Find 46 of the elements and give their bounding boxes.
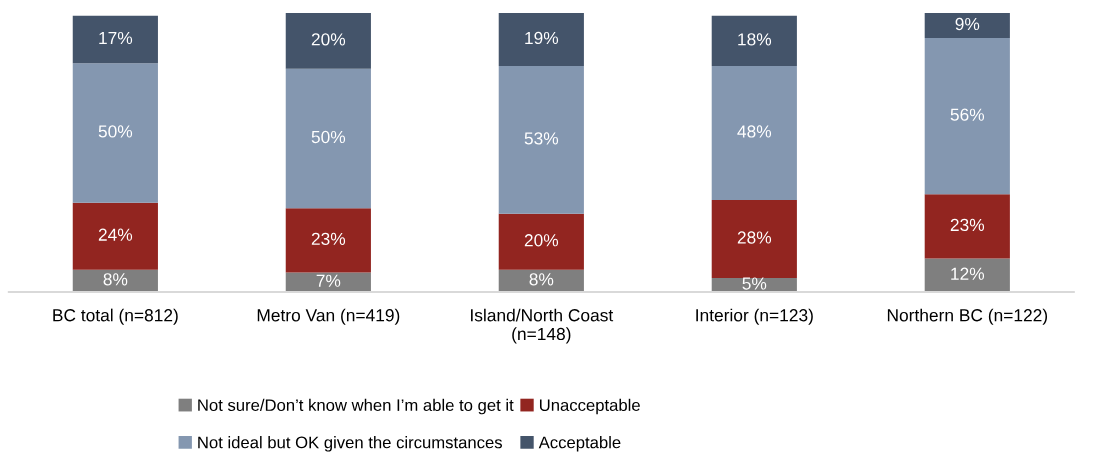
bar — [498, 213, 584, 270]
data-label: 28% — [737, 231, 772, 244]
data-label: 7% — [316, 274, 341, 287]
bar — [72, 202, 158, 270]
x-tick-label: Metro Van (n=419) — [257, 308, 400, 325]
data-label: 53% — [524, 132, 559, 145]
x-tick-label: BC total (n=812) — [53, 308, 178, 325]
data-label: 12% — [951, 267, 985, 280]
x-tick-label: Island/North Coast (n=148) — [471, 308, 614, 344]
bar — [285, 68, 371, 209]
bar — [72, 15, 158, 64]
data-label: 8% — [529, 273, 554, 286]
bar — [285, 272, 371, 292]
bar — [924, 194, 1010, 259]
bar — [285, 208, 371, 273]
bar — [72, 63, 158, 203]
data-label: 23% — [950, 218, 985, 232]
bar — [924, 38, 1010, 195]
bar — [711, 199, 797, 279]
data-label: 17% — [99, 31, 133, 45]
bar — [711, 65, 797, 200]
bar — [498, 65, 584, 214]
data-label: 50% — [98, 125, 133, 138]
legend-label: Not ideal but OK given the circumstances — [198, 436, 502, 452]
data-label: 19% — [525, 31, 559, 45]
data-label: 24% — [98, 228, 133, 241]
bar — [285, 12, 371, 69]
x-tick-label: Northern BC (n=122) — [887, 308, 1048, 325]
bar — [711, 15, 797, 66]
data-label: 56% — [950, 108, 985, 121]
legend-label: Acceptable — [538, 436, 621, 452]
data-label: 48% — [737, 125, 772, 138]
data-label: 20% — [524, 234, 559, 247]
data-label: 18% — [738, 33, 772, 46]
data-label: 9% — [955, 17, 980, 31]
bar — [498, 12, 584, 66]
data-label: 23% — [311, 232, 346, 246]
data-label: 20% — [311, 33, 346, 46]
bar — [924, 12, 1010, 39]
data-label: 50% — [311, 130, 346, 144]
legend-label: Not sure/Don’t know when I’m able to get it — [198, 398, 514, 415]
data-label: 5% — [742, 277, 767, 290]
bar — [924, 258, 1010, 292]
legend-label: Unacceptable — [539, 398, 640, 415]
x-tick-label: Interior (n=123) — [696, 308, 813, 325]
data-label: 8% — [103, 273, 128, 286]
